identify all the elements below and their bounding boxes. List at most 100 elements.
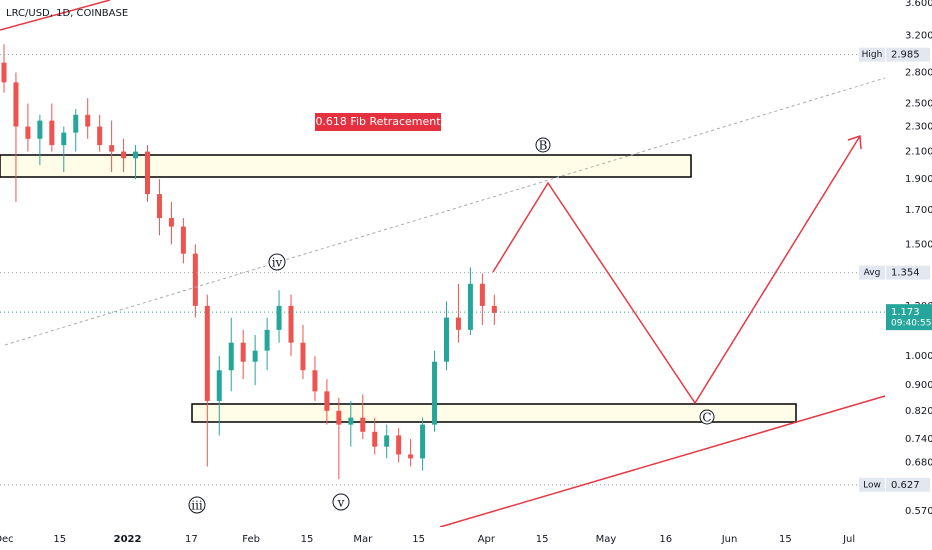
candle-body	[324, 391, 330, 411]
time-axis	[0, 527, 885, 550]
plot-area	[0, 44, 885, 486]
x-tick-label: Dec	[0, 534, 14, 545]
candle-body	[49, 120, 55, 146]
x-tick-label: Jul	[842, 534, 855, 545]
wave-label: v	[337, 496, 345, 510]
y-tick-label: 2.800	[905, 67, 932, 78]
y-tick-label: 2.300	[905, 122, 932, 133]
candle-body	[372, 431, 378, 447]
y-tick-label: 1.000	[905, 351, 932, 362]
candle-body	[396, 435, 402, 455]
candle-body	[479, 283, 485, 306]
candle-body	[61, 132, 67, 146]
x-tick-label: 15	[301, 534, 314, 545]
candle-body	[420, 424, 426, 459]
level-value: 2.985	[891, 50, 920, 61]
support-zone	[191, 403, 797, 423]
candle-body	[264, 329, 270, 351]
wave-circle	[535, 137, 551, 153]
annotation: 0.618 Fib Retracement	[315, 115, 441, 128]
candle-body	[455, 317, 461, 330]
x-tick-label: Apr	[478, 534, 496, 545]
candle-body	[168, 218, 174, 227]
level-value-box	[886, 47, 930, 62]
candle-body	[288, 305, 294, 343]
y-tick-label: 0.570	[905, 506, 932, 517]
y-tick-label: 3.200	[905, 31, 932, 42]
level-tag	[859, 47, 885, 62]
candle-body	[276, 305, 282, 330]
y-tick-label: 0.820	[905, 406, 932, 417]
candle-body	[192, 253, 198, 306]
x-tick-label: 15	[412, 534, 425, 545]
candle-body	[145, 151, 150, 195]
candle-body	[300, 342, 306, 371]
trend-line	[0, 0, 111, 31]
x-tick-label: 17	[185, 534, 198, 545]
level-value-box	[886, 265, 930, 280]
wave-circle	[699, 409, 715, 425]
level-name: High	[862, 50, 883, 60]
x-tick-label: 15	[536, 534, 549, 545]
wave-label: iii	[191, 499, 203, 513]
candle-body	[133, 151, 139, 159]
y-tick-label: 1.700	[905, 205, 932, 216]
candle-body	[240, 342, 246, 362]
wave-label: B	[539, 139, 548, 153]
candle-body	[228, 342, 234, 371]
wave-circle	[188, 496, 206, 514]
y-tick-label: 2.100	[905, 147, 932, 158]
x-tick-label: 15	[779, 534, 792, 545]
candle-body	[360, 417, 366, 432]
y-tick-label: 2.500	[905, 99, 932, 110]
x-tick-label: Jun	[721, 534, 738, 545]
candle-body	[73, 114, 79, 133]
candle-body	[336, 410, 342, 425]
level-value-box	[886, 477, 930, 492]
candle-body	[204, 305, 210, 401]
candle-body	[491, 305, 497, 313]
candle-body	[85, 114, 91, 127]
countdown: 09:40:55	[891, 319, 931, 329]
y-tick-label: 0.680	[905, 457, 932, 468]
drawings: 0.618 Fib Retracement B iv iii v C	[0, 0, 886, 528]
x-tick-label: Mar	[353, 534, 373, 545]
level-tag	[859, 477, 885, 492]
candle-body	[180, 226, 186, 254]
y-tick-label: 1.500	[905, 239, 932, 250]
wave-label: C	[702, 411, 711, 425]
level-value: 0.627	[891, 480, 920, 491]
y-tick-label: 1.900	[905, 174, 932, 185]
candle-body	[443, 317, 449, 362]
chart-title: LRC/USD, 1D, COINBASE	[6, 8, 128, 19]
candle-body	[97, 126, 103, 146]
candle-body	[25, 126, 31, 139]
candle-body	[37, 120, 43, 139]
annotation-box	[315, 113, 441, 131]
y-tick-label: 3.600	[905, 0, 932, 9]
candle-body	[216, 370, 222, 401]
candle-body	[156, 194, 162, 219]
x-tick-label: 15	[53, 534, 66, 545]
candle-body	[432, 361, 438, 425]
x-tick-label: May	[596, 534, 617, 545]
last-price: 1.173	[891, 307, 920, 318]
wave-circle	[332, 493, 350, 511]
arrow-head	[847, 134, 862, 150]
candle-body	[467, 283, 473, 330]
wave-label: iv	[272, 256, 283, 270]
x-tick-label: 16	[659, 534, 672, 545]
candle-body	[121, 151, 127, 159]
x-tick-label: Feb	[242, 534, 260, 545]
candle-body	[348, 417, 354, 425]
candle-body	[408, 454, 414, 459]
level-value: 1.354	[891, 268, 920, 279]
candle-body	[312, 370, 318, 392]
fib-zone-upper	[0, 154, 692, 178]
y-tick-label: 0.900	[905, 380, 932, 391]
candle-body	[384, 435, 390, 447]
candle-body	[1, 62, 7, 83]
candle-body	[13, 82, 19, 127]
